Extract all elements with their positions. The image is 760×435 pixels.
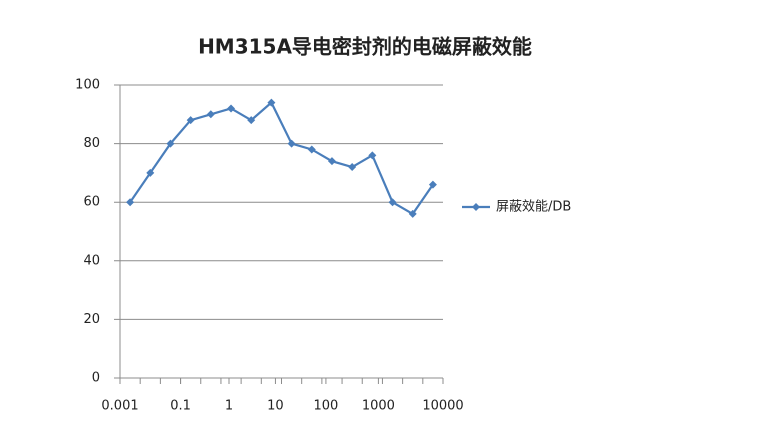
y-tick-label: 40 xyxy=(83,253,100,268)
point-marker xyxy=(428,180,437,189)
x-tick-label: 100 xyxy=(313,399,338,414)
point-marker xyxy=(388,198,397,207)
point-marker xyxy=(368,151,377,160)
x-tick-label: 10 xyxy=(267,399,284,414)
point-marker xyxy=(327,157,336,166)
point-marker xyxy=(126,198,135,207)
point-marker xyxy=(247,116,256,125)
x-tick-label: 0.001 xyxy=(101,399,138,414)
y-tick-label: 20 xyxy=(83,312,100,327)
x-tick-label: 0.1 xyxy=(170,399,191,414)
point-marker xyxy=(166,139,175,148)
point-marker xyxy=(408,209,417,218)
point-marker xyxy=(227,104,236,113)
point-marker xyxy=(267,98,276,107)
legend-marker xyxy=(472,203,480,211)
point-marker xyxy=(186,116,195,125)
y-tick-label: 0 xyxy=(92,371,100,386)
point-marker xyxy=(206,110,215,119)
x-tick-label: 1 xyxy=(225,399,233,414)
y-tick-label: 60 xyxy=(83,195,100,210)
x-tick-label: 1000 xyxy=(362,399,395,414)
chart-title: HM315A导电密封剂的电磁屏蔽效能 xyxy=(198,35,532,59)
y-tick-label: 100 xyxy=(75,78,100,93)
point-marker xyxy=(146,168,155,177)
legend-label: 屏蔽效能/DB xyxy=(496,200,571,215)
point-marker xyxy=(307,145,316,154)
series-line xyxy=(129,100,434,216)
x-tick-label: 10000 xyxy=(422,399,463,414)
y-tick-label: 80 xyxy=(83,136,100,151)
point-marker xyxy=(287,139,296,148)
point-marker xyxy=(348,163,357,172)
